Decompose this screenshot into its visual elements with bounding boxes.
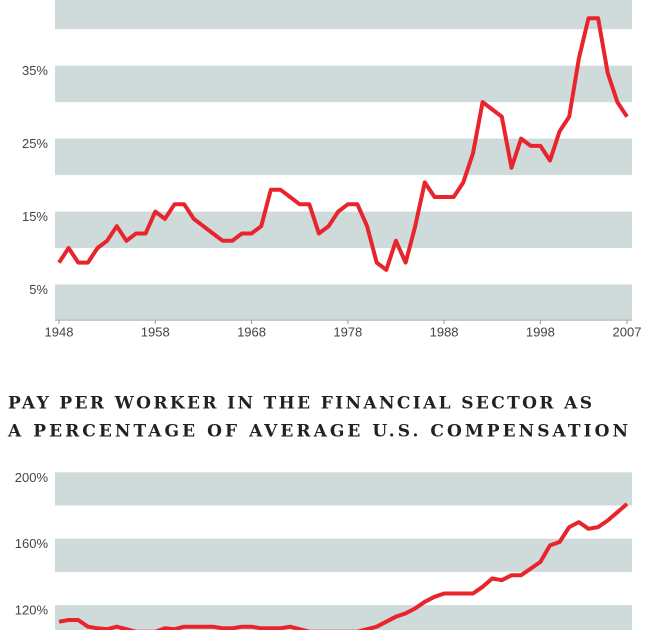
grid-band [55,65,632,103]
data-line [58,502,629,630]
y-tick-label: 25% [22,136,48,151]
chart [55,0,632,321]
grid-band [55,211,632,249]
grid-band [55,605,632,630]
x-tick-label: 2007 [613,324,642,339]
grid-band-extra [55,0,632,30]
chart-title-line: PAY PER WORKER IN THE FINANCIAL SECTOR A… [8,394,592,414]
data-line [57,16,629,272]
y-tick-label: 35% [22,63,48,78]
x-tick-label: 1968 [237,324,266,339]
chart [55,472,632,630]
x-tick-label: 1948 [45,324,74,339]
x-tick-label: 1958 [141,324,170,339]
x-tick-label: 1988 [430,324,459,339]
grid-band [55,284,632,321]
y-tick-label: 120% [15,603,49,618]
grid-band [55,472,632,506]
chart-title-line: A PERCENTAGE OF AVERAGE U.S. COMPENSATIO… [7,422,628,442]
y-tick-label: 160% [15,536,49,551]
x-tick-label: 1998 [526,324,555,339]
y-tick-label: 200% [15,470,49,485]
y-tick-label: 5% [29,282,48,297]
x-tick-label: 1978 [333,324,362,339]
y-tick-label: 15% [22,209,48,224]
